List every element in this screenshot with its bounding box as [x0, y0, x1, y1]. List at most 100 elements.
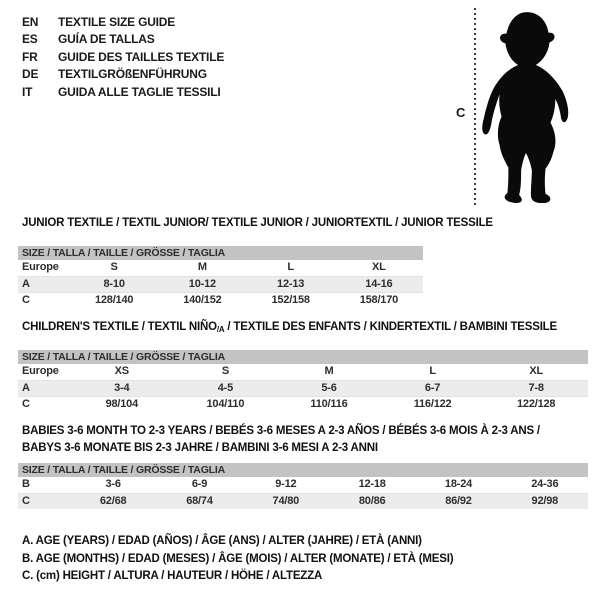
value-cell: 86/92 — [445, 495, 472, 507]
table-body: B 3-6 6-9 9-12 12-18 18-24 24-36 C 62/68 68/74 74/… — [18, 477, 588, 509]
value-cell: 10-12 — [188, 278, 216, 290]
value-cell: L — [287, 261, 294, 273]
value-cell: 8-10 — [103, 278, 125, 290]
language-row-it: IT GUIDA ALLE TAGLIE TESSILI — [22, 84, 224, 101]
table-header-bar: SIZE / TALLA / TAILLE / GRÖSSE / TAGLIA — [18, 463, 588, 477]
row-label-cell: C — [22, 398, 30, 410]
table-row: A 8-10 10-12 12-13 14-16 — [18, 276, 423, 292]
row-label-cell: B — [22, 478, 30, 490]
table-row: B 3-6 6-9 9-12 12-18 18-24 24-36 — [18, 477, 588, 493]
language-label: GUIDA ALLE TAGLIE TESSILI — [58, 84, 221, 99]
value-cell: 6-9 — [191, 478, 208, 490]
section-children-textile: CHILDREN'S TEXTILE / TEXTIL NIÑO/A / TEX… — [18, 320, 588, 412]
value-cell: 140/152 — [183, 294, 222, 306]
value-cell: 5-6 — [321, 382, 337, 394]
section-heading-children: CHILDREN'S TEXTILE / TEXTIL NIÑO/A / TEX… — [18, 320, 588, 337]
value-cell: M — [197, 261, 207, 273]
footnote-height: C. (cm) HEIGHT / ALTURA / HAUTEUR / HÖHE… — [22, 570, 323, 582]
value-cell: 24-36 — [531, 478, 559, 490]
table-row: C 98/104 104/110 110/116 116/122 122/128 — [18, 396, 588, 412]
heading-line-2: BABYS 3-6 MONATE BIS 2-3 JAHRE / BAMBINI… — [22, 442, 378, 454]
value-cell: L — [429, 365, 436, 377]
value-cell: 110/116 — [310, 398, 348, 410]
table-row: Europe XS S M L XL — [18, 364, 588, 380]
language-label: TEXTILE SIZE GUIDE — [58, 15, 176, 29]
value-cell: 68/74 — [186, 495, 213, 507]
section-heading-junior: JUNIOR TEXTILE / TEXTIL JUNIOR/ TEXTILE … — [18, 216, 588, 233]
row-label-cell: Europe — [22, 261, 59, 273]
value-cell: 7-8 — [528, 382, 545, 394]
section-heading-babies: BABIES 3-6 MONTH TO 2-3 YEARS / BEBÉS 3-… — [18, 423, 588, 457]
footnote-age-months: B. AGE (MONTHS) / EDAD (MESES) / ÂGE (MO… — [22, 552, 454, 565]
language-label: TEXTILGRÖßENFÜHRUNG — [58, 67, 207, 82]
value-cell: S — [221, 365, 229, 377]
row-label-cell: C — [22, 294, 30, 306]
heading-text: / TEXTILE DES ENFANTS / KINDERTEXTIL / B… — [224, 321, 557, 333]
language-row-fr: FR GUIDE DES TAILLES TEXTILE — [22, 49, 224, 66]
value-cell: 12-13 — [277, 278, 305, 290]
value-cell: 74/80 — [272, 495, 300, 507]
row-label-cell: C — [22, 495, 30, 507]
table-row: C 62/68 68/74 74/80 80/86 86/92 92/98 — [18, 493, 588, 509]
value-cell: S — [110, 261, 118, 273]
table-row: Europe S M L XL — [18, 260, 423, 276]
language-code: DE — [22, 67, 39, 82]
value-cell: 104/110 — [206, 398, 245, 410]
section-babies-textile: BABIES 3-6 MONTH TO 2-3 YEARS / BEBÉS 3-… — [18, 423, 588, 509]
language-row-es: ES GUÍA DE TALLAS — [22, 31, 224, 48]
heading-line-1: BABIES 3-6 MONTH TO 2-3 YEARS / BEBÉS 3-… — [22, 425, 540, 437]
height-dotted-line — [474, 8, 476, 207]
language-code: IT — [22, 84, 33, 99]
value-cell: 14-16 — [365, 278, 393, 290]
value-cell: XS — [114, 365, 129, 377]
value-cell: XL — [372, 261, 386, 273]
baby-silhouette-icon — [482, 12, 569, 204]
language-list: EN TEXTILE SIZE GUIDE ES GUÍA DE TALLAS … — [22, 14, 224, 101]
footnote-legend: A. AGE (YEARS) / EDAD (AÑOS) / ÂGE (ANS)… — [18, 533, 588, 586]
language-code: ES — [22, 32, 38, 47]
language-row-de: DE TEXTILGRÖßENFÜHRUNG — [22, 66, 224, 83]
row-label-cell: A — [22, 382, 30, 394]
height-measure-label: C — [456, 105, 466, 120]
table-header-bar: SIZE / TALLA / TAILLE / GRÖSSE / TAGLIA — [18, 350, 588, 364]
value-cell: XL — [529, 365, 543, 377]
babies-size-table: SIZE / TALLA / TAILLE / GRÖSSE / TAGLIA … — [18, 463, 588, 509]
language-label: GUIDE DES TAILLES TEXTILE — [58, 49, 225, 64]
language-label: GUÍA DE TALLAS — [58, 32, 155, 47]
table-body: Europe S M L XL A 8-10 10-12 12-13 14-16 C 128/140 1… — [18, 260, 423, 308]
value-cell: 80/86 — [358, 495, 386, 507]
value-cell: 62/68 — [99, 495, 127, 507]
language-code: FR — [22, 49, 38, 64]
table-row: A 3-4 4-5 5-6 6-7 7-8 — [18, 380, 588, 396]
row-label-cell: Europe — [22, 365, 59, 377]
table-header-bar: SIZE / TALLA / TAILLE / GRÖSSE / TAGLIA — [18, 246, 423, 260]
value-cell: 4-5 — [217, 382, 234, 394]
section-junior-textile: JUNIOR TEXTILE / TEXTIL JUNIOR/ TEXTILE … — [18, 216, 588, 308]
value-cell: 12-18 — [358, 478, 386, 490]
table-row: C 128/140 140/152 152/158 158/170 — [18, 292, 423, 308]
language-code: EN — [22, 15, 39, 29]
junior-size-table: SIZE / TALLA / TAILLE / GRÖSSE / TAGLIA … — [18, 246, 423, 308]
value-cell: 158/170 — [359, 294, 399, 306]
value-cell: M — [324, 365, 334, 377]
heading-text: CHILDREN'S TEXTILE / TEXTIL NIÑO — [22, 321, 217, 333]
value-cell: 98/104 — [105, 398, 139, 410]
value-cell: 3-6 — [105, 478, 122, 490]
value-cell: 18-24 — [444, 478, 473, 490]
language-row-en: EN TEXTILE SIZE GUIDE — [22, 14, 224, 31]
value-cell: 116/122 — [413, 398, 452, 410]
children-size-table: SIZE / TALLA / TAILLE / GRÖSSE / TAGLIA … — [18, 350, 588, 412]
value-cell: 92/98 — [531, 495, 559, 507]
value-cell: 128/140 — [94, 294, 134, 306]
value-cell: 152/158 — [271, 294, 310, 306]
row-label-cell: A — [22, 278, 30, 290]
value-cell: 6-7 — [424, 382, 441, 394]
value-cell: 122/128 — [516, 398, 556, 410]
heading-text: JUNIOR TEXTILE / TEXTIL JUNIOR/ TEXTILE … — [22, 217, 493, 229]
footnote-age-years: A. AGE (YEARS) / EDAD (AÑOS) / ÂGE (ANS)… — [22, 535, 422, 547]
value-cell: 3-4 — [114, 382, 130, 394]
heading-subscript: /A — [216, 325, 225, 334]
table-body: Europe XS S M L XL A 3-4 4-5 5-6 6-7 7-8 C 98/104 104/… — [18, 364, 588, 412]
value-cell: 9-12 — [275, 478, 297, 490]
